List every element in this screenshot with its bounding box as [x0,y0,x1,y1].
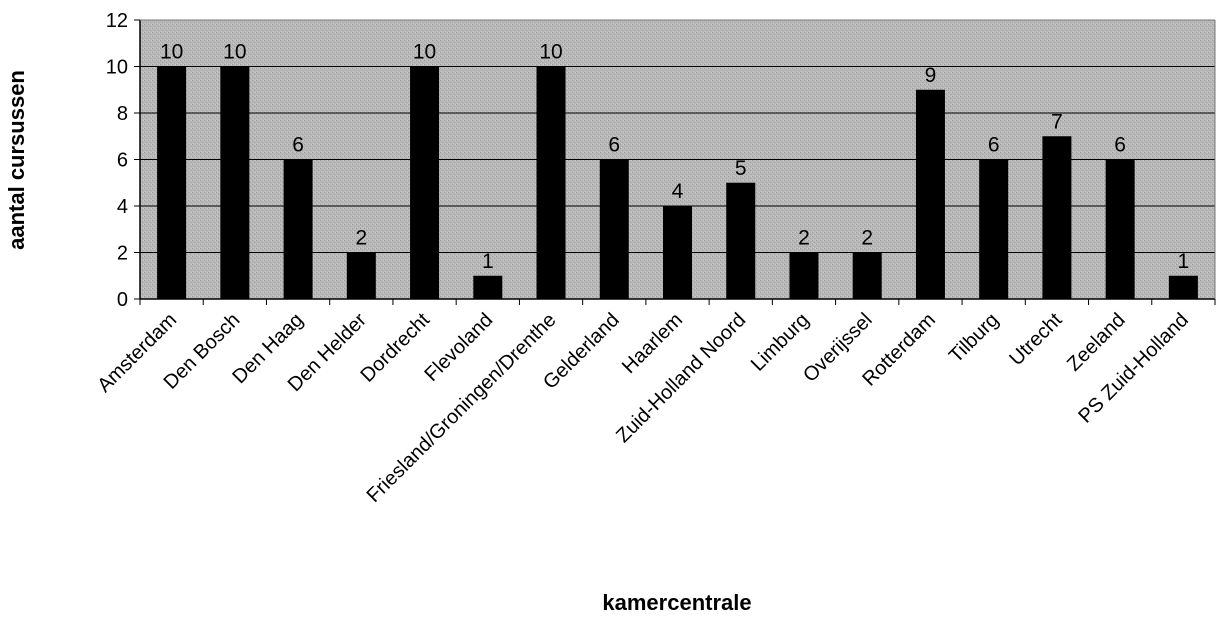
y-tick-label: 12 [106,10,128,32]
bar [726,182,756,299]
bar [1042,136,1072,299]
y-tick-labels: 0 2 4 6 8 10 12 [106,10,128,311]
bar [346,252,376,299]
data-label: 2 [798,227,810,250]
x-category-label: Tilburg [945,309,1003,367]
data-label: 6 [1114,134,1126,157]
bar [1105,159,1135,299]
data-label: 1 [482,250,494,273]
bar [789,252,819,299]
bar [473,275,503,299]
data-label: 7 [1051,110,1063,133]
data-label: 1 [1178,250,1190,273]
data-label: 10 [413,41,436,64]
y-axis-title: aantal cursussen [4,70,29,250]
bar [979,159,1009,299]
data-label: 6 [988,134,1000,157]
bar [220,66,250,299]
bar [1168,275,1198,299]
y-tick-label: 2 [117,243,128,265]
bar [410,66,440,299]
x-category-label: Dordrecht [356,309,434,387]
bar [283,159,313,299]
y-tick-label: 6 [117,150,128,172]
y-tick-label: 10 [106,57,128,79]
bar [852,252,882,299]
y-tick-label: 4 [117,196,128,218]
data-label: 6 [292,134,304,157]
bar [663,206,692,299]
bars [157,66,1198,299]
y-tick-label: 0 [117,289,128,311]
data-label: 9 [925,64,937,87]
bar [599,159,629,299]
data-labels: 10 10 6 2 10 1 10 6 4 5 2 2 9 6 7 6 1 [160,41,1189,273]
data-label: 10 [539,41,562,64]
bar [915,89,945,299]
x-axis-title: kamercentrale [602,590,751,615]
data-label: 4 [672,180,684,203]
bar [157,66,187,299]
bar [536,66,566,299]
data-label: 10 [223,41,246,64]
x-category-label: Utrecht [1005,309,1066,370]
data-label: 10 [160,41,183,64]
data-label: 2 [355,227,367,250]
data-label: 2 [861,227,873,250]
data-label: 6 [608,134,620,157]
y-tick-label: 8 [117,103,128,125]
x-category-label: PS Zuid-Holland [1074,309,1193,428]
data-label: 5 [735,157,747,180]
